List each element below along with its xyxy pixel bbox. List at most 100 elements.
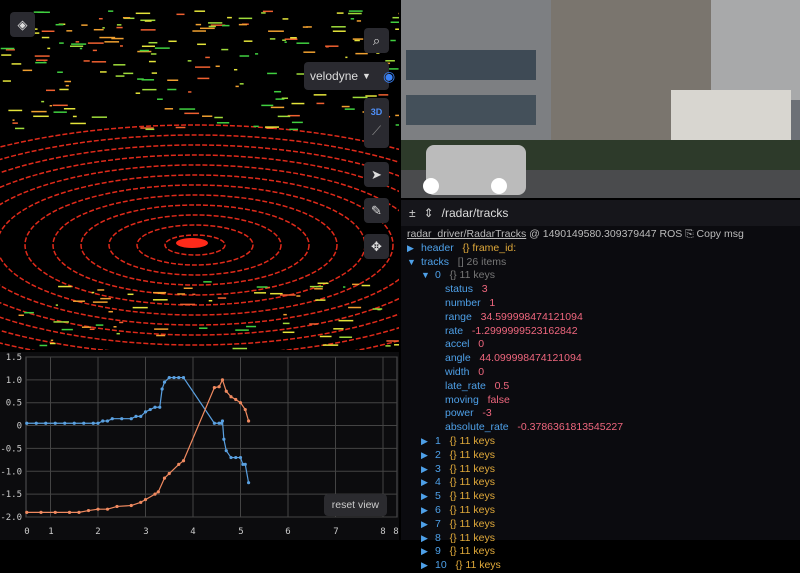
expand-collapse-icon[interactable]: ± <box>409 206 416 220</box>
copy-msg-button[interactable]: Copy msg <box>696 228 744 240</box>
data-point <box>222 437 226 441</box>
node-key: 2 <box>435 448 441 461</box>
field-key: range <box>445 310 472 323</box>
lidar-point <box>141 79 155 81</box>
expand-arrow-icon[interactable]: ▶ <box>421 477 428 488</box>
lidar-point <box>256 286 268 288</box>
expand-arrow-icon[interactable]: ▶ <box>421 560 428 571</box>
lidar-point <box>91 116 108 118</box>
view-mode-group: 3D ⟋ <box>364 98 389 148</box>
tree-node-tracks[interactable]: ▼ tracks [] 26 items <box>407 255 507 268</box>
x-tick-label: 5 <box>238 527 243 537</box>
tree-node-track[interactable]: ▶ 4 {} 11 keys <box>407 476 800 490</box>
diff-toggle-icon[interactable]: ⇕ <box>423 206 434 220</box>
data-point <box>25 421 29 425</box>
lidar-point <box>313 94 327 96</box>
lidar-point <box>232 347 248 350</box>
copy-icon[interactable]: ⎘ <box>685 228 694 240</box>
expand-arrow-icon[interactable]: ▶ <box>421 435 428 446</box>
plot-chart[interactable]: 1.51.00.50-0.5-1.0-1.5-2.00 1 2 3 4 5 6 7 8 8 <box>0 352 399 540</box>
expand-arrow-icon[interactable]: ▶ <box>421 532 428 543</box>
3d-toggle[interactable]: 3D <box>370 107 383 117</box>
tree-node-track-0[interactable]: ▼ 0 {} 11 keys <box>421 269 495 282</box>
tree-node-track[interactable]: ▶ 10 {} 11 keys <box>407 559 800 573</box>
schema-link[interactable]: radar_driver/RadarTracks <box>407 228 527 240</box>
lidar-point <box>116 332 120 335</box>
data-point <box>82 421 86 425</box>
frame-select[interactable]: velodyne ▼ ◉ <box>304 62 395 90</box>
search-icon[interactable]: ⌕ <box>364 28 389 53</box>
lidar-point <box>195 66 211 68</box>
crosshair-icon[interactable]: ◉ <box>382 67 396 84</box>
expand-arrow-icon[interactable]: ▶ <box>421 463 428 474</box>
tree-node-track[interactable]: ▶ 9 {} 11 keys <box>407 545 800 559</box>
expand-arrow-icon[interactable]: ▶ <box>421 546 428 557</box>
lidar-point <box>239 55 250 57</box>
node-type: {} <box>449 462 457 475</box>
tree-node-track[interactable]: ▶ 5 {} 11 keys <box>407 490 800 504</box>
expand-arrow-icon[interactable]: ▶ <box>421 518 428 529</box>
tree-node-track[interactable]: ▶ 1 {} 11 keys <box>407 435 800 449</box>
lidar-point <box>333 328 344 330</box>
reset-view-button[interactable]: reset view <box>323 494 387 516</box>
expand-arrow-icon[interactable]: ▶ <box>407 242 414 253</box>
topic-path-input[interactable]: /radar/tracks <box>441 206 509 220</box>
move-icon[interactable]: ✥ <box>364 234 389 259</box>
field-key: number <box>445 296 481 309</box>
tree-node-track[interactable]: ▶ 6 {} 11 keys <box>407 504 800 518</box>
lidar-point <box>24 311 34 314</box>
field-value: -3 <box>482 407 492 420</box>
expand-arrow-icon[interactable]: ▶ <box>421 449 428 460</box>
x-tick-label: 8 <box>380 527 385 537</box>
expand-arrow-icon[interactable]: ▶ <box>421 491 428 502</box>
lidar-point <box>302 26 308 28</box>
field-value: -0.3786361813545227 <box>517 421 624 434</box>
lidar-point <box>116 24 122 26</box>
lidar-point <box>296 295 301 297</box>
node-key: 7 <box>435 517 441 530</box>
expand-arrow-icon[interactable]: ▶ <box>421 504 428 515</box>
plot-panel[interactable]: 1.5 1.0 0.5 0 -0.5 -1.0 -1.5 -2.0 0 1 2 3 4 5 6 7 8 8 res… <box>0 352 399 540</box>
data-point <box>212 386 216 390</box>
data-point <box>25 510 29 514</box>
lidar-ring <box>0 144 399 346</box>
tree-node-track[interactable]: ▶ 8 {} 11 keys <box>407 532 800 546</box>
y-tick-label: 1.5 <box>6 353 22 363</box>
lidar-point <box>119 321 124 324</box>
lidar-point <box>53 321 69 323</box>
tree-node-track[interactable]: ▶ 7 {} 11 keys <box>407 518 800 532</box>
lidar-point <box>65 84 69 87</box>
lidar-point <box>269 38 276 40</box>
lidar-point <box>73 300 85 302</box>
tree-field: status 3 <box>407 283 800 297</box>
lidar-point <box>167 88 177 91</box>
lidar-point <box>284 41 287 43</box>
lidar-point <box>227 16 232 19</box>
ruler-icon[interactable]: ⟋ <box>371 123 382 138</box>
tree-node-header[interactable]: ▶ header {} frame_id: <box>407 241 517 254</box>
lidar-point <box>262 10 273 13</box>
lidar-ring <box>0 154 399 336</box>
lidar-point <box>208 22 223 24</box>
lidar-point <box>395 114 399 117</box>
lidar-point <box>290 37 297 39</box>
pencil-icon[interactable]: ✎ <box>364 198 389 223</box>
field-value: 44.099998474121094 <box>479 352 582 365</box>
lidar-point <box>111 37 124 40</box>
lidar-point <box>64 80 72 83</box>
pointer-icon[interactable]: ➤ <box>364 162 389 187</box>
lidar-point <box>254 292 267 294</box>
data-point <box>217 385 221 389</box>
lidar-point <box>57 71 63 73</box>
layers-icon[interactable]: ◈ <box>10 12 35 37</box>
collapse-arrow-icon[interactable]: ▼ <box>407 256 416 267</box>
tree-node-track[interactable]: ▶ 3 {} 11 keys <box>407 463 800 477</box>
collapse-arrow-icon[interactable]: ▼ <box>421 270 430 281</box>
lidar-point <box>145 128 155 131</box>
tree-node-track[interactable]: ▶ 2 {} 11 keys <box>407 449 800 463</box>
3d-panel[interactable]: ◈ ⌕ velodyne ▼ ◉ 3D ⟋ ➤ ✎ ✥ <box>0 0 399 350</box>
data-point <box>162 380 167 384</box>
camera-image <box>401 0 800 198</box>
lidar-point <box>378 94 389 96</box>
lidar-point <box>150 53 157 55</box>
